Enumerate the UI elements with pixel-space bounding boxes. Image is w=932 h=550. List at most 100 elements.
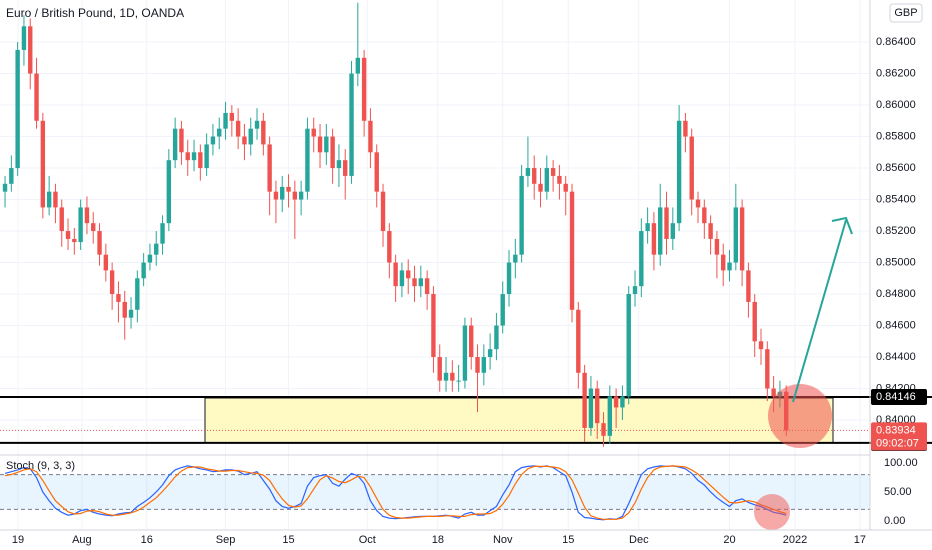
- candle-body: [229, 112, 235, 121]
- candle-body: [481, 357, 487, 373]
- candle-body: [664, 207, 669, 239]
- candle-body: [721, 254, 726, 271]
- candle-body: [620, 396, 625, 408]
- candle-body: [727, 262, 732, 271]
- x-tick-label: 19: [12, 534, 24, 546]
- x-tick-label: 15: [282, 534, 294, 546]
- candle-body: [217, 128, 222, 137]
- x-tick-label: Aug: [72, 534, 92, 546]
- candle-body: [695, 199, 701, 208]
- y-tick-label: 0.85800: [876, 130, 916, 142]
- x-tick-label: 2022: [783, 534, 807, 546]
- currency-badge[interactable]: [889, 3, 923, 23]
- candle-body: [506, 262, 512, 295]
- candle-body: [84, 207, 90, 224]
- candle-body: [349, 73, 354, 176]
- candle-body: [714, 238, 720, 255]
- candle-body: [78, 207, 83, 243]
- grid: [0, 0, 870, 530]
- candle-body: [399, 270, 405, 287]
- candle-body: [475, 357, 480, 373]
- candle-body: [343, 160, 348, 176]
- highlight-circle: [754, 494, 790, 530]
- candle-body: [758, 341, 764, 350]
- y-tick-label: 0.84600: [876, 319, 916, 331]
- candle-body: [765, 349, 770, 389]
- price-tag-label: 0.83934: [876, 424, 916, 436]
- candle-body: [393, 262, 398, 287]
- x-tick-label: 18: [432, 534, 444, 546]
- candle-body: [412, 278, 417, 287]
- candle-body: [59, 207, 64, 232]
- candle-body: [273, 191, 279, 200]
- stoch-band-fill: [0, 474, 870, 510]
- candle-body: [752, 301, 757, 342]
- candle-body: [557, 175, 562, 184]
- price-tag-label: 0.84146: [876, 391, 916, 403]
- x-tick-label: 20: [723, 534, 735, 546]
- candle-body: [103, 254, 109, 271]
- candle-body: [204, 144, 209, 169]
- candle-body: [639, 231, 644, 287]
- candle-body: [235, 120, 241, 137]
- candle-body: [336, 160, 342, 169]
- candle-body: [317, 136, 323, 153]
- candle-body: [632, 286, 638, 295]
- candle-body: [563, 183, 568, 192]
- candle-body: [607, 396, 613, 436]
- candle-body: [708, 223, 713, 239]
- y-tick-label: 0.84800: [876, 288, 916, 300]
- candle-body: [109, 270, 115, 295]
- candle-body: [172, 128, 178, 161]
- candle-body: [261, 120, 266, 145]
- candle-body: [588, 388, 594, 428]
- y-tick-label: 0.00: [884, 515, 905, 527]
- candle-body: [733, 207, 739, 263]
- candle-body: [513, 254, 518, 263]
- x-tick-label: Nov: [493, 534, 513, 546]
- candle-body: [280, 186, 285, 200]
- candle-body: [147, 254, 153, 263]
- price-tag: [871, 389, 927, 406]
- candle-body: [46, 191, 52, 208]
- candle-body: [576, 309, 581, 373]
- candle-body: [676, 120, 682, 224]
- x-tick-label: 15: [562, 534, 574, 546]
- candle-body: [450, 372, 455, 381]
- candle-body: [494, 325, 499, 350]
- currency: GBP: [894, 7, 917, 19]
- candle-body: [380, 191, 386, 232]
- y-tick-label: 50.00: [884, 486, 912, 498]
- candle-body: [330, 136, 335, 169]
- candle-body: [72, 238, 77, 243]
- arrow-shaft: [792, 219, 847, 403]
- x-tick-label: Sep: [216, 534, 236, 546]
- candle-body: [2, 183, 8, 192]
- candle-body: [135, 278, 140, 310]
- candle-body: [462, 325, 468, 381]
- candle-body: [210, 136, 216, 145]
- y-tick-label: 0.85400: [876, 193, 916, 205]
- candle-body: [746, 270, 751, 302]
- candle-body: [387, 231, 392, 263]
- candle-body: [582, 372, 587, 428]
- candle-body: [9, 168, 14, 184]
- candle-body: [683, 120, 688, 137]
- candle-body: [519, 175, 524, 255]
- candle-body: [254, 120, 260, 129]
- candle-body: [569, 191, 575, 310]
- stoch-line: [4, 465, 787, 521]
- candle-body: [311, 128, 316, 137]
- candle-body: [771, 388, 776, 397]
- candle-body: [21, 26, 27, 50]
- candle-body: [361, 57, 367, 121]
- candle-body: [179, 128, 184, 153]
- candle-body: [525, 168, 531, 176]
- indicator-title: Stoch (9, 3, 3): [6, 460, 75, 472]
- y-tick-label: 0.86200: [876, 67, 916, 79]
- candle-body: [424, 278, 430, 295]
- candle-body: [443, 372, 449, 381]
- candle-body: [122, 301, 127, 318]
